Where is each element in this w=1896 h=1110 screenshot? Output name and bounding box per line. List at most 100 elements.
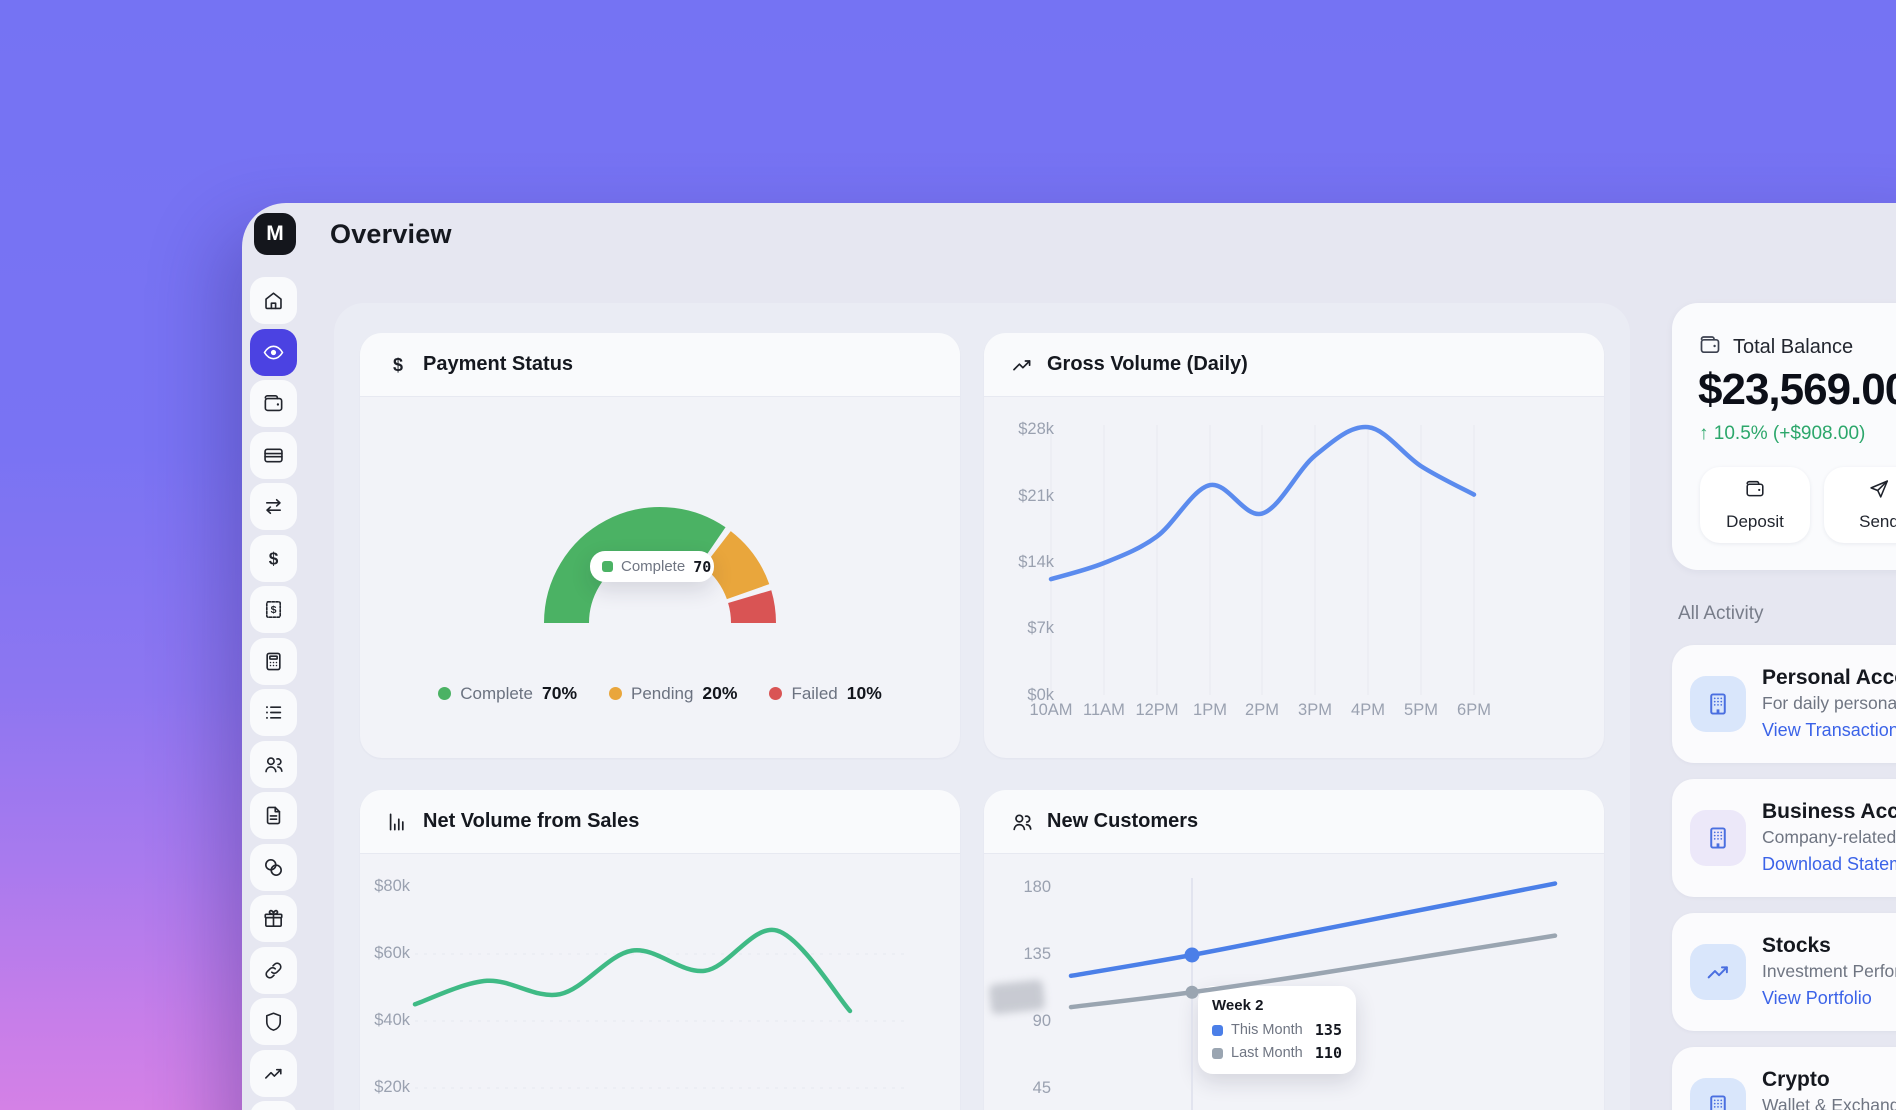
total-balance-card: Total Balance $23,569.00 ↑ 10.5% (+$908.… [1672,303,1896,570]
tooltip-label: This Month [1231,1022,1303,1038]
page-title: Overview [330,219,452,249]
activity-item-business-account[interactable]: Business Account Company-related finance D… [1672,779,1896,897]
eye-icon [262,341,285,364]
balance-header: Total Balance [1698,333,1853,362]
trending-up-icon [1690,944,1746,1000]
x-axis-label: 6PM [1457,701,1491,719]
sidebar-item-wallet[interactable] [250,380,297,427]
gross-volume-header: Gross Volume (Daily) [984,333,1604,397]
sidebar-item-shield[interactable] [250,998,297,1045]
gauge-tooltip: Complete 70 [590,551,714,582]
activity-link[interactable]: View Portfolio [1762,988,1872,1008]
legend-swatch [1212,1047,1223,1059]
activity-link[interactable]: Download Statement [1762,854,1896,874]
sidebar-item-list[interactable] [250,689,297,736]
activity-item-stocks[interactable]: Stocks Investment Performance View Portfol… [1672,913,1896,1031]
x-axis-label: 3PM [1298,701,1332,719]
activity-title: Crypto [1762,1068,1830,1091]
activity-title: Personal Account [1762,666,1896,689]
legend-item-pending: Pending 20% [609,683,737,704]
sidebar-item-document[interactable] [250,792,297,839]
legend-dot [438,687,452,700]
y-axis-label: $14k [1018,553,1054,571]
sidebar-item-dollar[interactable]: $ [250,534,297,582]
blur-artifact [988,979,1046,1015]
activity-item-crypto[interactable]: Crypto Wallet & Exchange [1672,1047,1896,1110]
y-axis-label: 135 [1023,945,1051,963]
card-title: Gross Volume (Daily) [1047,353,1248,375]
sidebar-item-eye[interactable] [250,328,297,376]
x-axis-label: 11AM [1083,701,1125,719]
sidebar-item-gift[interactable] [250,895,297,942]
new-customers-header: New Customers [984,790,1604,854]
sidebar-item-calculator[interactable] [250,637,297,685]
deposit-button[interactable]: Deposit [1700,467,1810,543]
dollar-icon: $ [262,547,285,570]
gauge-legend: Complete 70% Pending 20% Failed 10% [360,683,960,704]
x-axis-label: 2PM [1245,701,1279,719]
tooltip-value: 70 [693,557,712,576]
legend-swatch [1212,1024,1223,1036]
legend-label: Complete [460,683,533,703]
legend-dot [769,687,783,700]
tooltip-row: This Month 135 [1212,1021,1342,1039]
y-axis-label: $20k [374,1078,410,1096]
wallet-icon [1698,333,1722,362]
x-axis-label: 12PM [1135,701,1179,719]
sidebar-item-device[interactable] [250,1101,297,1110]
sidebar-item-invoice[interactable]: $ [250,586,297,633]
calculator-icon [262,650,285,673]
sidebar-item-transfers[interactable] [250,483,297,530]
building-icon [1690,676,1746,732]
legend-item-complete: Complete 70% [438,683,577,704]
app-logo: M [254,213,296,255]
dashboard-window: M Overview $ $ $ Payment Status Complete … [242,203,1896,1110]
payment-status-header: $ Payment Status [360,333,960,397]
wallet-icon [262,392,285,415]
legend-value: 20% [702,683,738,703]
card-title: New Customers [1047,810,1199,832]
y-axis-label: $40k [374,1011,410,1029]
sidebar-item-link[interactable] [250,946,297,994]
sidebar-item-home[interactable] [250,277,297,324]
balance-change: ↑ 10.5% (+$908.00) [1699,423,1866,444]
tooltip-value: 135 [1314,1021,1342,1039]
coins-icon [262,856,285,879]
new-customers-tooltip: Week 2 This Month 135 Last Month 110 [1198,986,1356,1074]
card-title: Payment Status [423,353,574,375]
activity-title: Business Account [1762,800,1896,823]
activity-title: Stocks [1762,934,1831,957]
sidebar-item-credit-card[interactable] [250,431,297,479]
send-button[interactable]: Send [1824,467,1896,543]
cards-container: $ Payment Status Complete 70 Complete 70%… [334,303,1630,1110]
legend-swatch [602,561,613,572]
sidebar-item-trending-up[interactable] [250,1049,297,1097]
tooltip-title: Week 2 [1212,997,1264,1014]
balance-label: Total Balance [1733,336,1854,358]
x-axis-label: 5PM [1404,701,1438,719]
link-icon [262,959,285,982]
y-axis-label: $21k [1018,487,1054,505]
sidebar-item-coins[interactable] [250,843,297,891]
y-axis-label: $0k [1027,686,1054,704]
svg-text:$: $ [271,604,277,616]
y-axis-label: 45 [1032,1079,1051,1097]
activity-subtitle: For daily personal use [1762,693,1896,713]
gross-volume-card: Gross Volume (Daily) $28k $21k $14k $7k $0k 1… [984,333,1604,758]
users-icon [1010,810,1034,834]
shield-icon [262,1010,285,1033]
activity-link[interactable]: View Transactions [1762,720,1896,740]
sidebar-item-users[interactable] [250,740,297,788]
trending-up-icon [262,1062,285,1085]
invoice-icon: $ [262,598,285,621]
activity-item-personal-account[interactable]: Personal Account For daily personal use Vi… [1672,645,1896,763]
net-volume-header: Net Volume from Sales [360,790,960,854]
svg-text:$: $ [269,548,279,568]
list-icon [262,701,285,724]
legend-dot [609,687,623,700]
dollar-icon: $ [386,353,410,377]
activity-subtitle: Investment Performance [1762,961,1896,981]
y-axis-label: $28k [1018,420,1054,438]
activity-subtitle: Company-related finance [1762,827,1896,847]
